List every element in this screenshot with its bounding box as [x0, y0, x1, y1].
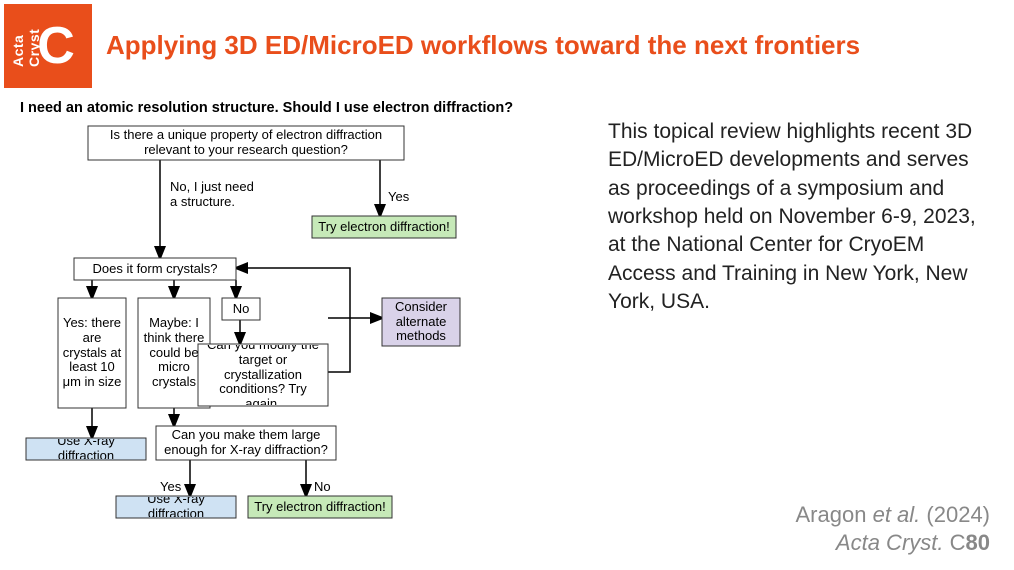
flow-node-mod: Can you modify the target or crystalliza…: [198, 344, 328, 406]
citation-authors: Aragon: [796, 502, 867, 527]
flowchart-area: I need an atomic resolution structure. S…: [20, 100, 580, 528]
flow-node-label: Can you make them large enough for X-ray…: [159, 427, 333, 459]
flow-node-c1: Yes: there are crystals at least 10 μm i…: [58, 298, 126, 408]
citation-journal: Acta Cryst.: [836, 530, 944, 555]
citation-series: C: [950, 530, 966, 555]
flow-node-label: No: [225, 299, 257, 319]
flow-edge-label: No, I just need a structure.: [170, 180, 260, 210]
flow-node-a1y: Try electron diffraction!: [312, 216, 456, 238]
flow-node-x1: Use X-ray diffraction: [26, 438, 146, 460]
article-title: Applying 3D ED/MicroED workflows toward …: [106, 30, 1006, 61]
logo-side-text: Acta Cryst: [10, 25, 42, 67]
flow-node-label: Can you modify the target or crystalliza…: [201, 345, 325, 405]
flow-node-label: Use X-ray diffraction: [119, 497, 233, 517]
flow-node-label: Does it form crystals?: [77, 259, 233, 279]
flow-node-label: Use X-ray diffraction: [29, 439, 143, 459]
content-area: I need an atomic resolution structure. S…: [0, 92, 1014, 528]
flow-node-c3: No: [222, 298, 260, 320]
flow-node-a2y: Try electron diffraction!: [248, 496, 392, 518]
citation-volume: 80: [966, 530, 990, 555]
flow-node-label: Try electron diffraction!: [315, 217, 453, 237]
journal-logo: Acta Cryst C: [4, 4, 92, 88]
flow-node-x2: Use X-ray diffraction: [116, 496, 236, 518]
flow-node-label: Yes: there are crystals at least 10 μm i…: [61, 299, 123, 407]
citation-year: (2024): [926, 502, 990, 527]
flow-edge-label: Yes: [388, 190, 478, 205]
flow-node-q2: Does it form crystals?: [74, 258, 236, 280]
header: Acta Cryst C Applying 3D ED/MicroED work…: [0, 0, 1014, 92]
citation-etal: et al.: [873, 502, 921, 527]
citation: Aragon et al. (2024) Acta Cryst. C80: [796, 501, 991, 556]
flow-edge-label: No: [314, 480, 404, 495]
flow-edge-label: Yes: [160, 480, 250, 495]
flowchart-svg: No, I just need a structure. Yes Yes No Is …: [20, 118, 580, 528]
logo-letter: C: [37, 16, 75, 76]
flow-node-label: Try electron diffraction!: [251, 497, 389, 517]
flow-node-q1: Is there a unique property of electron d…: [88, 126, 404, 160]
flow-node-alt: Consider alternate methods: [382, 298, 460, 346]
flow-node-label: Maybe: I think there could be micro crys…: [141, 299, 207, 407]
flowchart-title: I need an atomic resolution structure. S…: [20, 100, 580, 116]
description-text: This topical review highlights recent 3D…: [608, 100, 990, 528]
flow-node-qL: Can you make them large enough for X-ray…: [156, 426, 336, 460]
flow-node-label: Is there a unique property of electron d…: [91, 127, 401, 159]
flow-node-label: Consider alternate methods: [385, 299, 457, 345]
